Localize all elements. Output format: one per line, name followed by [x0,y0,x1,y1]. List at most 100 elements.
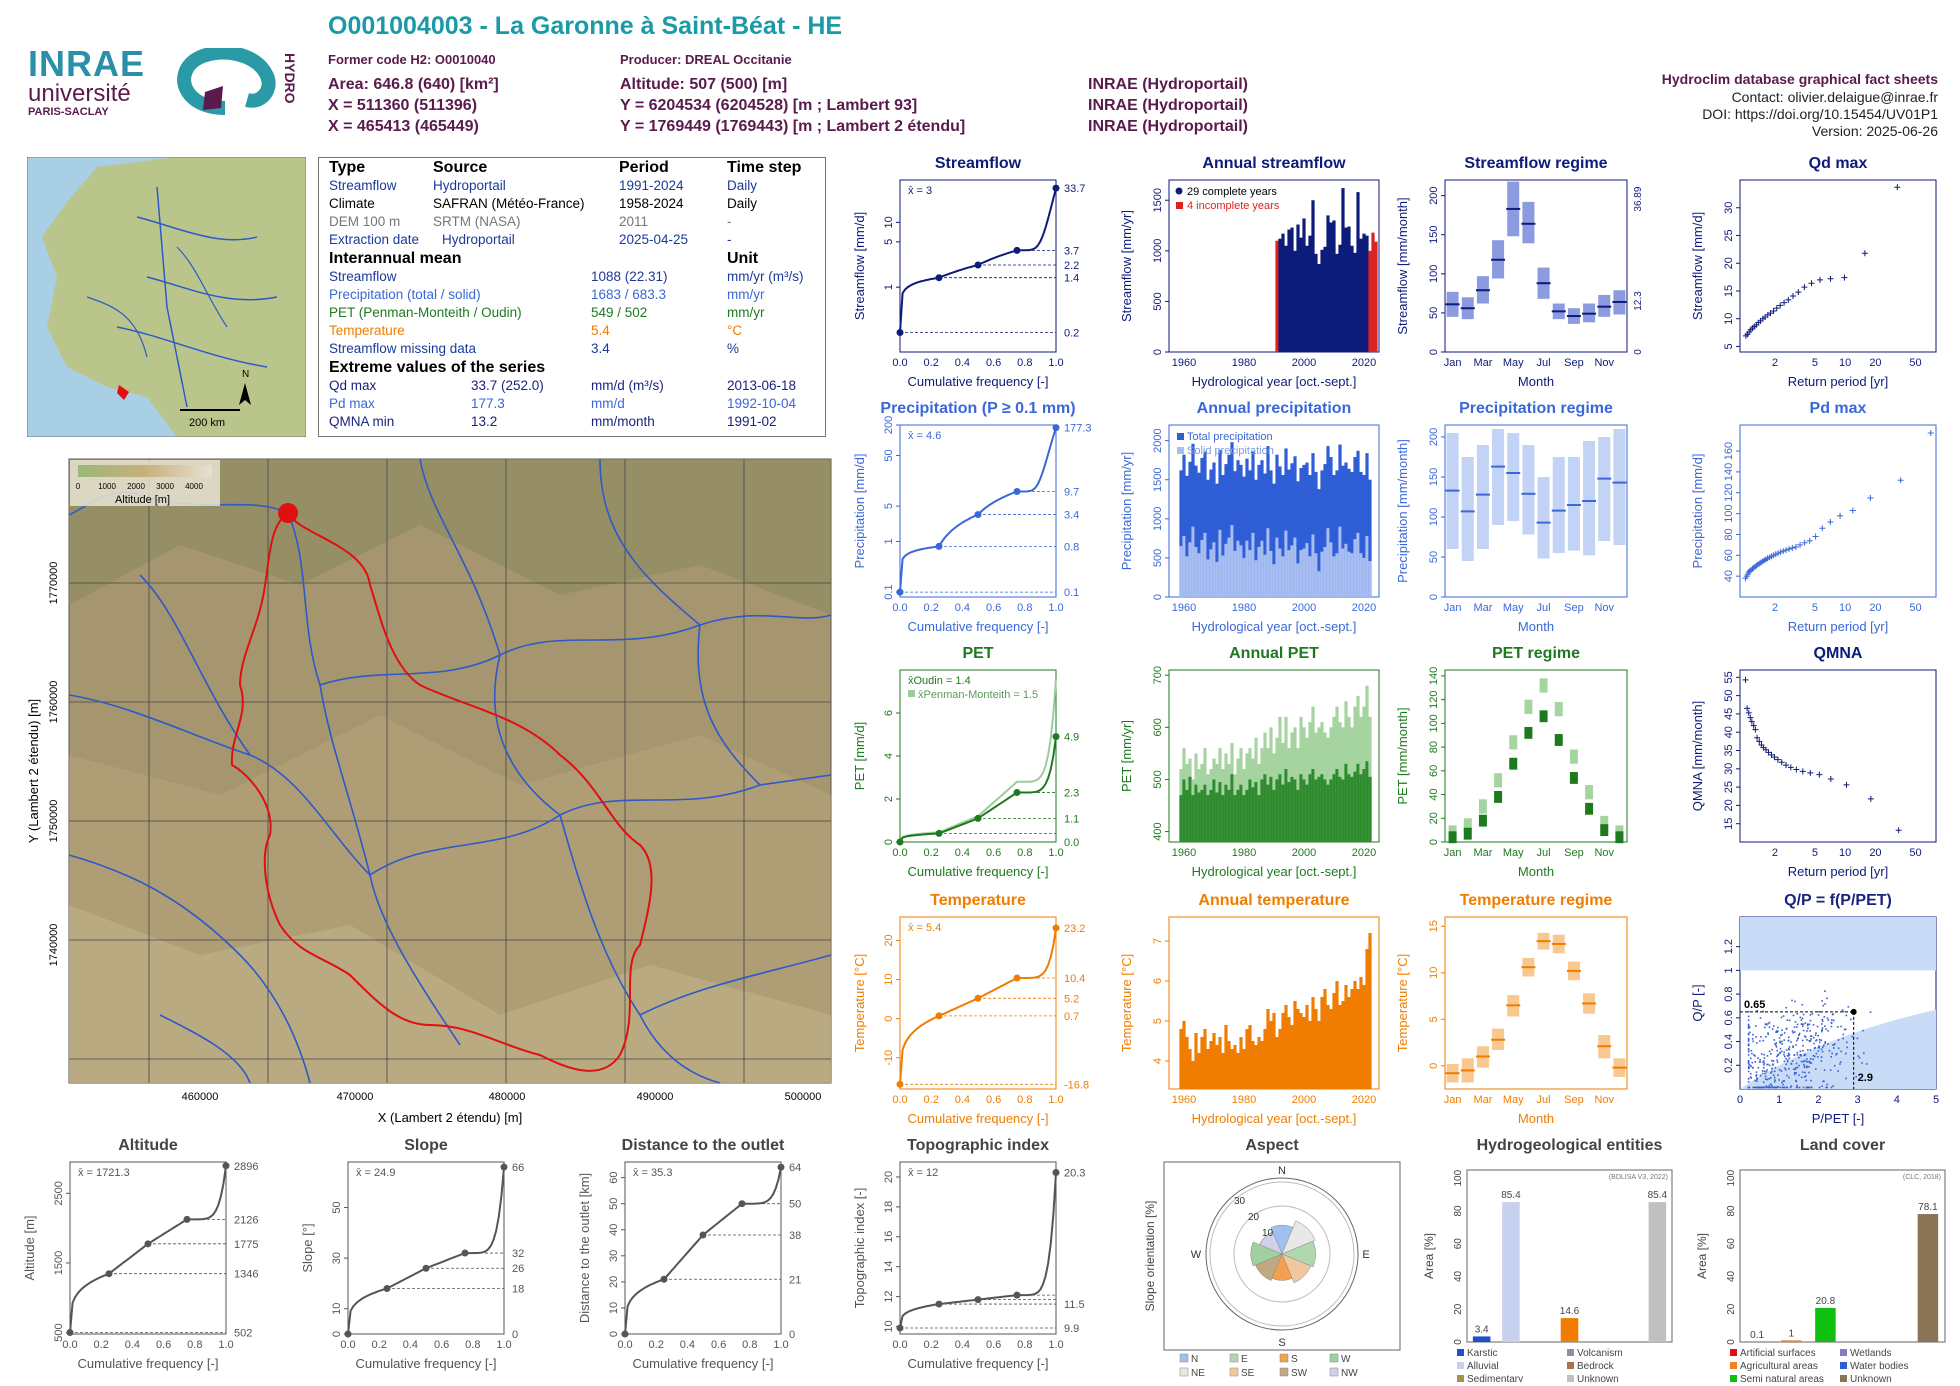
category-bar [1502,1202,1520,1342]
annual-bar-total [1227,454,1231,597]
aspect-sector [1281,1220,1316,1255]
daily-point [1793,1072,1796,1074]
annual-bar-oudin [1209,789,1213,842]
right-axis-label: 12.3 [1633,291,1644,311]
daily-point [1869,1011,1872,1013]
annual-bar-solid [1296,563,1300,597]
chart-title: Q/P = f(P/PET) [1784,892,1892,909]
y-tick-label: 160 [1723,442,1735,460]
annual-bar [1353,252,1357,352]
daily-point [1762,1086,1764,1089]
doi[interactable]: DOI: https://doi.org/10.15454/UV01P1 [1702,106,1938,122]
regime-box [1583,441,1596,556]
month-tick: Jul [1537,847,1551,859]
annual-bar-total [1269,470,1273,597]
annual-bar-solid [1266,528,1270,597]
return-point [1807,769,1814,776]
daily-point [1832,1044,1835,1046]
daily-point [1781,1029,1783,1032]
return-point [1895,827,1902,834]
regime-box [1613,429,1626,545]
return-point [1786,546,1793,553]
daily-point [1826,1017,1829,1020]
daily-point [1800,1076,1803,1079]
daily-point [1808,1060,1811,1063]
y-tick-label: 15 [1723,285,1735,297]
daily-point [1835,1052,1838,1055]
quantile-label: 0.2 [1064,327,1079,339]
x-tick-label: 0.4 [125,1339,140,1351]
annual-bar-solid [1329,542,1333,597]
daily-point [1765,1086,1768,1089]
annual-bar-solid [1323,546,1327,597]
legend-label: Volcanism [1577,1348,1623,1359]
return-point [1752,726,1759,733]
annual-bar-solid [1242,557,1246,597]
chart-title: Annual PET [1229,645,1319,662]
annual-bar-solid [1308,556,1312,597]
info-cell: 2011 [619,214,649,229]
daily-point [1764,1075,1767,1078]
regime-box [1598,437,1611,541]
annual-bar-total [1338,444,1342,597]
daily-point [1804,1022,1807,1024]
daily-point [1787,1052,1790,1055]
y-tick-label: 80 [1723,528,1735,540]
category-value-label: 14.6 [1560,1306,1580,1317]
chart-pet_cdf: PET Cumulative frequency [-] PET [mm/d] 0.0… [852,645,1079,879]
daily-point [1787,1054,1790,1057]
annual-bar [1260,1041,1264,1089]
daily-point [1833,1064,1836,1067]
ring-label: 10 [1262,1228,1274,1239]
daily-point [1787,1047,1790,1050]
daily-point [1804,1036,1807,1038]
extreme-value: 13.2 [471,414,498,429]
daily-point [1748,1064,1751,1066]
contact[interactable]: Contact: olivier.delaigue@inrae.fr [1731,89,1938,105]
annual-bar [1362,233,1366,352]
return-point [1756,738,1763,745]
annual-bar-solid [1317,571,1321,597]
y-tick-label: 2 [883,796,895,802]
y-tick-label: 0 [1428,1063,1440,1069]
y-tick-label: 40 [1723,726,1735,738]
legend-entry: 29 complete years [1187,186,1277,198]
quantile-label: 2.3 [1064,788,1079,800]
info-cell: Streamflow [329,178,397,193]
daily-point [1818,1038,1821,1041]
annual-bar-oudin [1224,784,1228,842]
annual-bar-oudin [1365,761,1369,842]
daily-point [1802,1023,1805,1025]
annual-bar [1296,1009,1300,1089]
quantile-label: 26 [512,1263,524,1275]
chart-precip_cdf: Precipitation (P ≥ 0.1 mm) Cumulative fre… [852,400,1092,634]
daily-point [1806,1086,1809,1089]
daily-point [1775,1086,1778,1089]
return-point [1777,549,1784,556]
category-bar [1560,1318,1579,1342]
daily-point [1796,1013,1799,1015]
annual-bar-oudin [1296,789,1300,842]
daily-point [1777,1026,1779,1029]
daily-point [1748,1026,1751,1028]
daily-point [1754,1079,1757,1082]
chart-temp_regime: Temperature regime Month Temperature [°C] 0… [1395,892,1628,1126]
daily-point [1809,1049,1812,1051]
annual-bar-solid [1326,528,1330,597]
legend-label: Bedrock [1577,1361,1615,1372]
daily-point [1775,1046,1778,1048]
outlet-marker[interactable] [278,503,298,523]
quantile-label: 1346 [234,1269,258,1281]
return-point [1801,539,1808,546]
daily-point [1836,1026,1839,1028]
daily-point [1760,1053,1763,1055]
y-tick-label: 5 [883,503,895,509]
daily-point [1861,1062,1863,1064]
daily-point [1747,1043,1750,1045]
return-point [1775,550,1782,557]
daily-point [1781,1033,1783,1036]
db-title: Hydroclim database graphical fact sheets [1661,71,1938,87]
x-tick-label: 0.0 [892,1094,907,1106]
daily-point [1840,1025,1842,1028]
x-tick-label: 2020 [1352,847,1376,859]
